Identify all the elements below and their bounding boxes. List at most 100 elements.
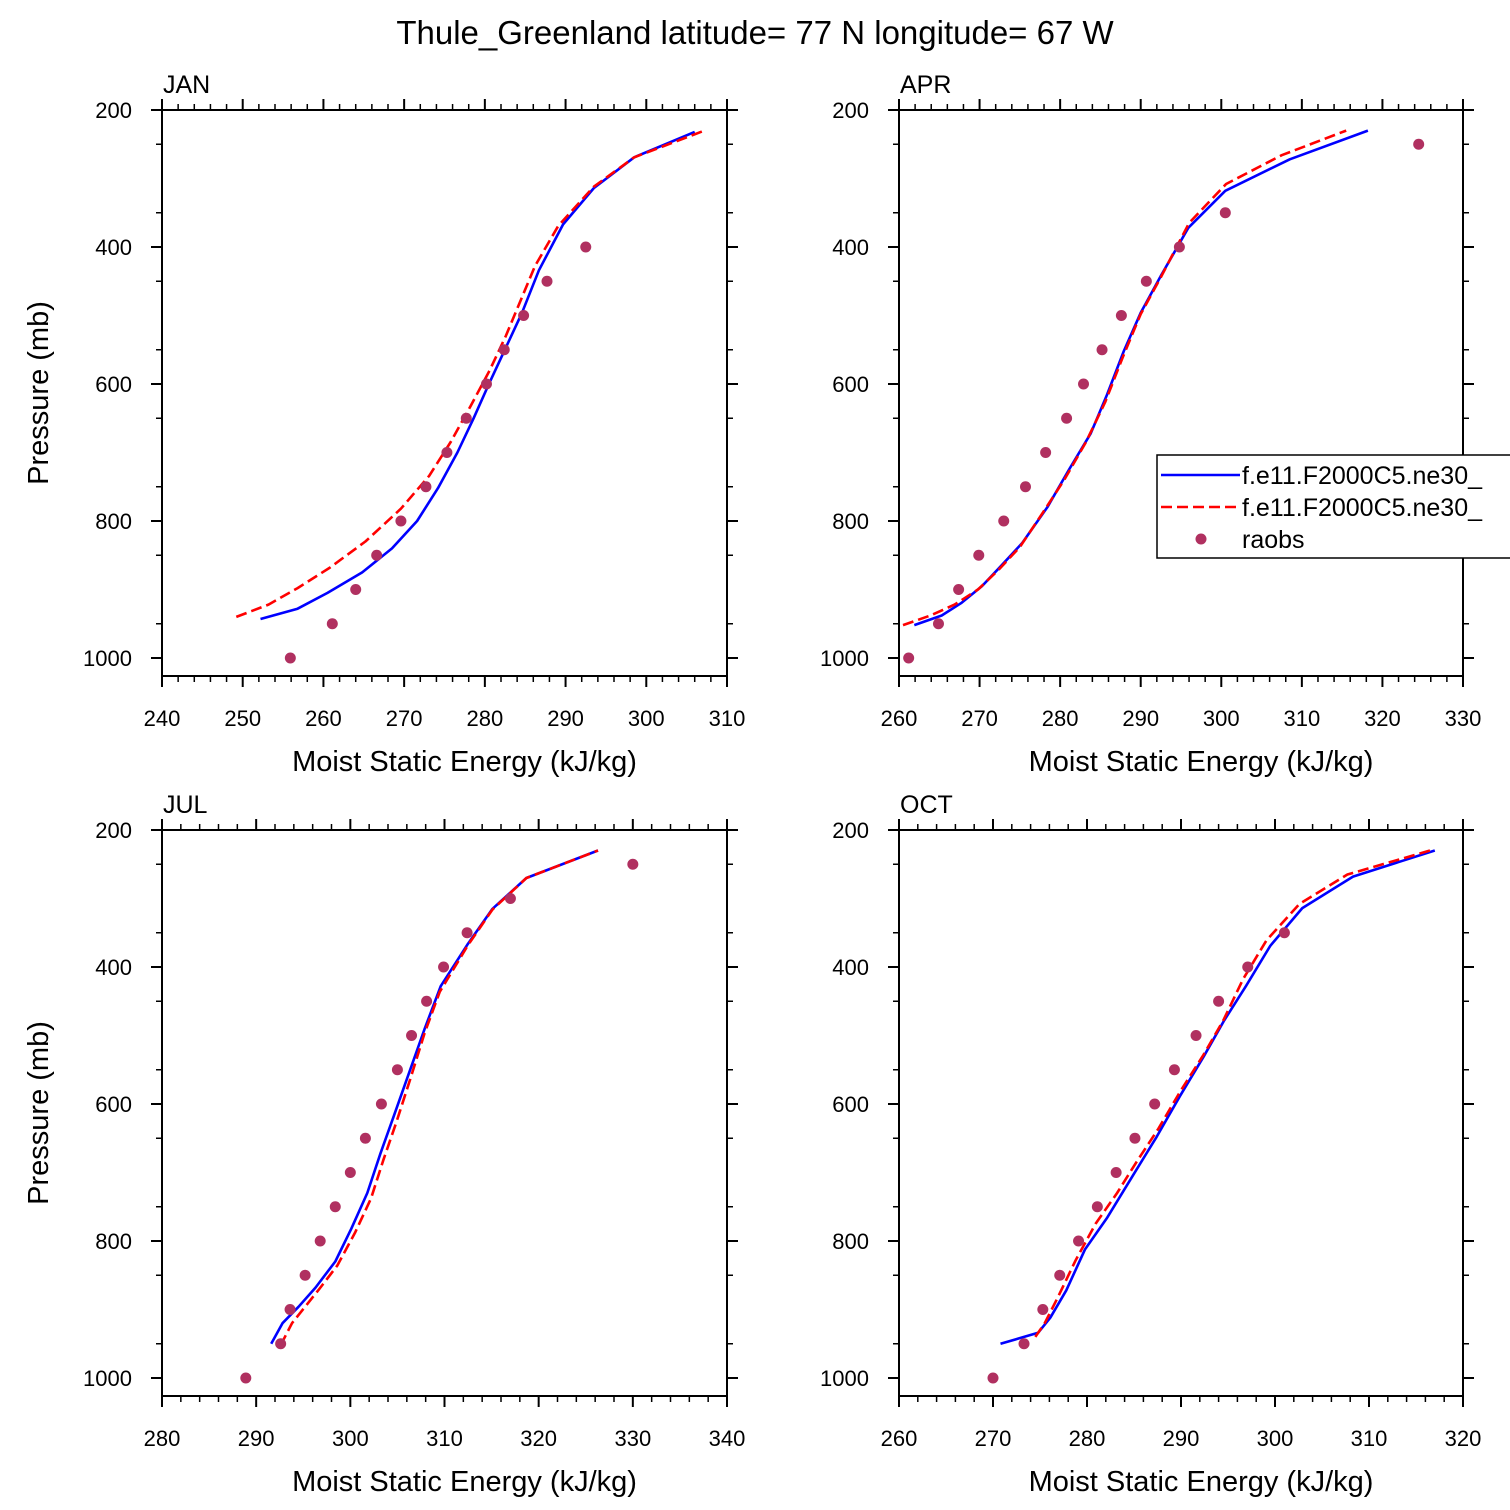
raobs-point [541,275,553,287]
raobs-point [350,584,362,595]
raobs-point [1054,1269,1066,1281]
raobs-point [1091,1201,1103,1213]
series-line-solid [1000,849,1436,1346]
raobs-point [1140,275,1152,287]
raobs-point [504,893,516,904]
y-tick-label: 400 [832,955,869,980]
raobs-point [903,652,915,664]
x-tick-label: 250 [224,706,261,731]
raobs-point [391,1064,403,1076]
raobs-point [314,1235,326,1247]
raobs-point [359,1132,371,1144]
raobs-point [371,549,383,561]
x-tick-label: 300 [332,1426,369,1451]
plot-frame [161,109,728,677]
y-tick-label: 200 [95,818,132,843]
x-tick-label: 330 [1445,706,1482,731]
plot-frame [898,109,1464,677]
raobs-point [284,652,296,664]
series-line-solid [260,130,696,621]
legend-label: f.e11.F2000C5.ne30_ [1242,494,1483,522]
legend-label: raobs [1242,526,1305,554]
raobs-point [284,1304,296,1315]
raobs-point [987,1372,999,1384]
legend: f.e11.F2000C5.ne30_ f.e11.F2000C5.ne30_ra… [1156,454,1510,559]
y-tick-label: 800 [832,1229,869,1254]
y-axis-label: Pressure (mb) [23,301,55,485]
x-tick-label: 290 [1163,1426,1200,1451]
raobs-point [344,1167,356,1178]
raobs-point [395,515,407,527]
raobs-point [438,961,450,973]
series-line-dashed [235,129,705,619]
y-tick-label: 600 [95,372,132,397]
raobs-point [375,1098,387,1110]
raobs-point [420,481,432,493]
x-tick-label: 290 [1122,706,1159,731]
x-tick-label: 340 [709,1426,746,1451]
series-group [235,129,705,664]
y-tick-label: 200 [832,98,869,123]
x-axis-label: Moist Static Energy (kJ/kg) [292,1466,637,1498]
raobs-point [627,858,639,870]
raobs-point [1173,241,1185,253]
x-tick-label: 320 [1445,1426,1482,1451]
y-tick-label: 600 [95,1092,132,1117]
panel-label: JAN [163,71,210,99]
raobs-point [1018,1338,1030,1350]
x-tick-label: 280 [1042,706,1079,731]
raobs-point [441,447,453,458]
raobs-point [1213,995,1225,1007]
raobs-point [1129,1132,1141,1144]
x-axis-label: Moist Static Energy (kJ/kg) [1029,1466,1374,1498]
raobs-point [1078,378,1090,390]
x-tick-label: 240 [144,706,181,731]
y-tick-label: 400 [832,235,869,260]
raobs-point [1037,1304,1049,1315]
y-tick-label: 400 [95,235,132,260]
raobs-point [1168,1064,1180,1076]
panel-label: APR [900,71,951,99]
x-tick-label: 260 [305,706,342,731]
y-tick-label: 200 [832,818,869,843]
y-tick-label: 800 [832,509,869,534]
x-tick-label: 270 [386,706,423,731]
legend-marker [1195,533,1207,545]
panel-jan: 240 250 260 270 280 290 300 310 200 400 600 800 1000… [23,71,745,778]
raobs-point [275,1338,287,1350]
x-tick-label: 310 [709,706,746,731]
series-line-dashed [902,129,1347,627]
raobs-point [1110,1167,1122,1178]
raobs-point [1149,1098,1161,1110]
raobs-point [1115,310,1127,321]
plot-frame [161,829,728,1397]
raobs-point [480,378,492,390]
y-tick-label: 800 [95,509,132,534]
raobs-point [299,1269,311,1281]
x-tick-label: 270 [961,706,998,731]
x-tick-label: 300 [628,706,665,731]
series-line-solid [270,849,599,1345]
series-line-dashed [1034,849,1431,1338]
series-line-dashed [279,849,599,1346]
y-tick-label: 1000 [820,646,869,671]
raobs-point [1019,481,1031,493]
panel-jul: 280 290 300 310 320 330 340 200 400 600 800 1000 JUL… [23,791,745,1498]
x-tick-label: 320 [520,1426,557,1451]
panel-oct: 260 270 280 290 300 310 320 200 400 600 800 1000 OCT… [820,791,1481,1498]
raobs-point [498,344,510,356]
panel-label: OCT [900,791,953,819]
raobs-point [406,1030,418,1041]
x-tick-label: 260 [881,706,918,731]
raobs-point [973,549,985,561]
series-group [240,849,639,1384]
raobs-point [1040,447,1052,458]
raobs-point [1096,344,1108,356]
raobs-point [953,584,965,595]
raobs-point [580,241,592,253]
raobs-point [421,995,433,1007]
panels: 240 250 260 270 280 290 300 310 200 400 600 800 1000… [23,71,1481,1498]
x-tick-label: 290 [547,706,584,731]
raobs-point [461,927,473,939]
